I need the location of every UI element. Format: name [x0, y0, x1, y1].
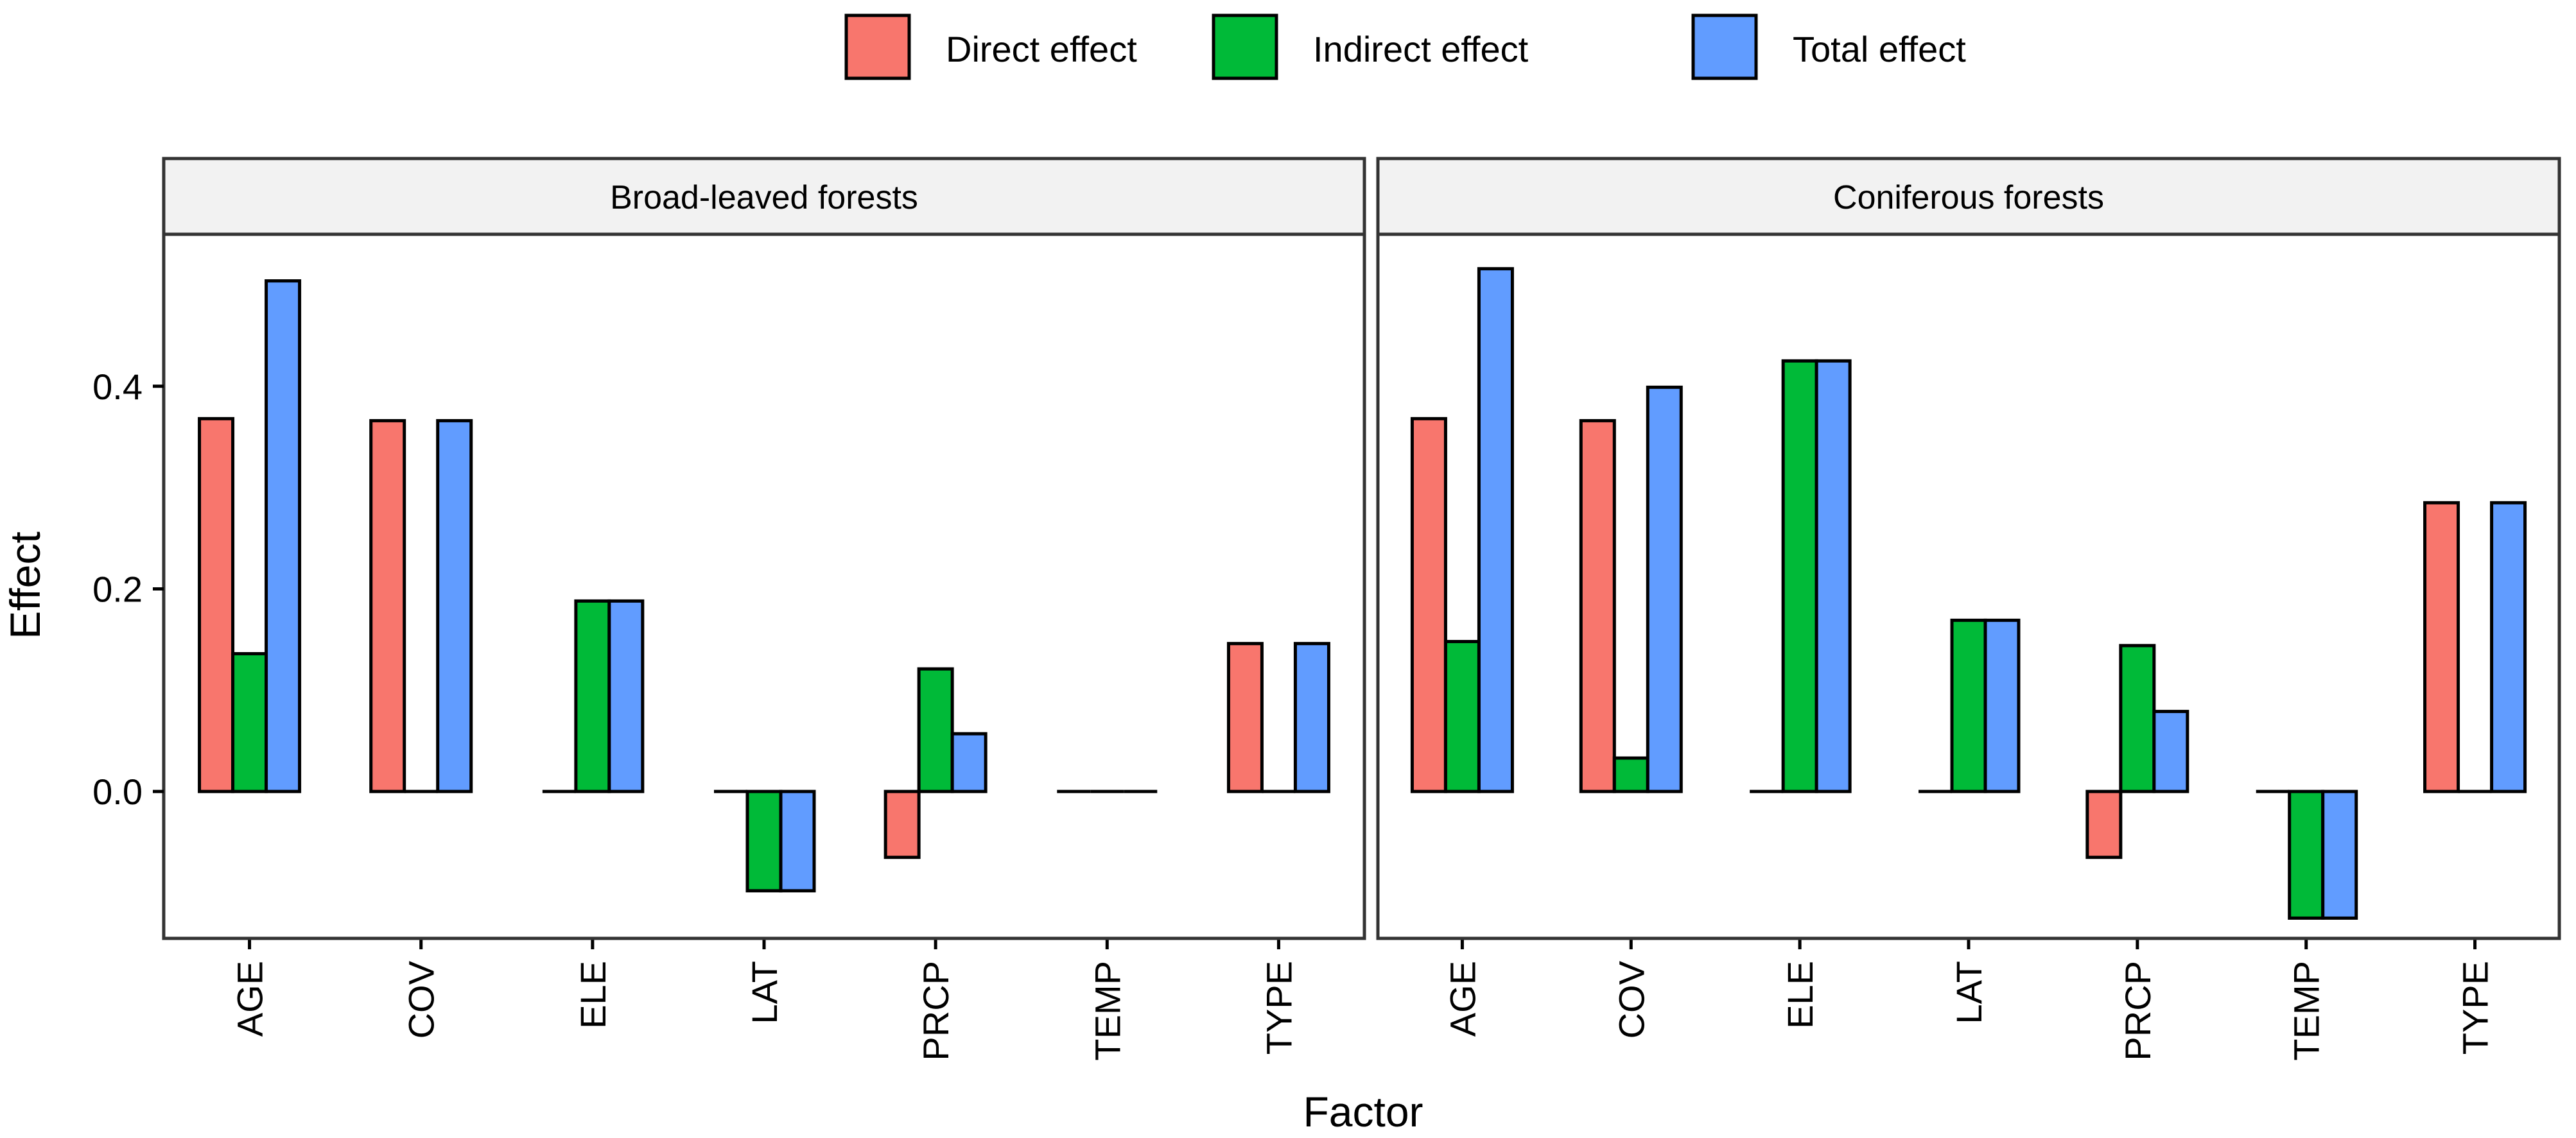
x-tick-label-ele: ELE — [573, 961, 613, 1029]
plot-background — [1378, 234, 2559, 938]
x-tick-label-ele: ELE — [1780, 961, 1820, 1029]
bar-total-effect-lat — [779, 789, 816, 893]
bar-total-effect-ele — [607, 599, 645, 793]
panel-coniferous-forests: Coniferous forests AGE COV ELE LAT PRCP TEMP TY… — [1376, 157, 2561, 1061]
plot-border — [1376, 232, 2561, 940]
panels: Broad-leaved forests AGE COV ELE LAT PRCP TEMP… — [162, 157, 2561, 1061]
panel-title: Broad-leaved forests — [610, 179, 918, 216]
bar-indirect-effect-prcp — [917, 667, 954, 793]
x-tick-label-age: AGE — [230, 961, 270, 1037]
bar-indirect-effect-lat — [745, 789, 783, 893]
bar-total-effect-prcp — [950, 732, 988, 793]
bar-total-effect-type — [2490, 501, 2527, 793]
y-axis: 0.0 0.2 0.4 — [92, 366, 164, 812]
panel-title: Coniferous forests — [1833, 179, 2104, 216]
legend-label-indirect-effect: Indirect effect — [1313, 29, 1529, 69]
bar-direct-effect-prcp — [883, 789, 921, 859]
x-axis-title: Factor — [1303, 1088, 1423, 1135]
bar-total-effect-lat — [1983, 618, 2021, 793]
y-tick-label: 0.2 — [92, 569, 143, 609]
x-tick-label-type: TYPE — [2455, 961, 2496, 1055]
y-tick-label: 0.4 — [92, 366, 143, 407]
x-tick-label-temp: TEMP — [1087, 961, 1127, 1061]
x-tick-label-cov: COV — [1611, 960, 1651, 1039]
bar-indirect-effect-age — [231, 651, 268, 793]
bar-indirect-effect-age — [1443, 640, 1481, 793]
bar-indirect-effect-cov — [1612, 756, 1649, 793]
bar-direct-effect-type — [1226, 642, 1264, 793]
bar-total-effect-prcp — [2152, 709, 2189, 793]
x-tick-label-age: AGE — [1442, 961, 1483, 1037]
x-tick-label-cov: COV — [401, 960, 442, 1039]
bar-indirect-effect-prcp — [2119, 644, 2156, 793]
x-tick-label-lat: LAT — [744, 961, 785, 1024]
x-tick-label-lat: LAT — [1949, 961, 1989, 1024]
bar-direct-effect-cov — [1579, 418, 1616, 793]
legend-label-total-effect: Total effect — [1793, 29, 1966, 69]
x-tick-label-prcp: PRCP — [2118, 961, 2158, 1061]
bar-indirect-effect-ele — [1781, 359, 1818, 793]
bar-indirect-effect-lat — [1950, 618, 1987, 793]
bar-total-effect-cov — [1646, 385, 1683, 793]
x-tick-label-type: TYPE — [1258, 961, 1299, 1055]
bar-total-effect-age — [1477, 267, 1514, 793]
legend: Direct effect Indirect effect Total effect — [844, 13, 1966, 80]
bar-total-effect-ele — [1815, 359, 1852, 793]
legend-label-direct-effect: Direct effect — [946, 29, 1137, 69]
y-axis-title: Effect — [1, 531, 49, 639]
y-tick-label: 0.0 — [92, 772, 143, 812]
bar-direct-effect-type — [2423, 501, 2460, 793]
bar-direct-effect-age — [1410, 417, 1447, 793]
panel-strip — [162, 157, 1366, 236]
bar-total-effect-type — [1293, 642, 1330, 793]
bar-direct-effect-cov — [369, 418, 406, 793]
legend-swatch-direct-effect — [844, 13, 911, 80]
legend-swatch-indirect-effect — [1212, 13, 1278, 80]
bar-indirect-effect-temp — [2288, 789, 2325, 920]
panel-strip — [1376, 157, 2561, 236]
panel-broad-leaved-forests: Broad-leaved forests AGE COV ELE LAT PRCP TEMP… — [162, 157, 1366, 1061]
x-tick-label-temp: TEMP — [2286, 961, 2327, 1061]
bar-total-effect-temp — [2321, 789, 2358, 920]
bar-total-effect-age — [265, 279, 302, 793]
x-tick-label-prcp: PRCP — [916, 961, 956, 1061]
plot-border — [162, 232, 1366, 940]
bar-direct-effect-age — [198, 417, 235, 793]
bar-direct-effect-prcp — [2085, 789, 2123, 859]
bar-total-effect-cov — [436, 418, 473, 793]
bar-indirect-effect-ele — [574, 599, 611, 793]
legend-swatch-total-effect — [1691, 13, 1758, 80]
